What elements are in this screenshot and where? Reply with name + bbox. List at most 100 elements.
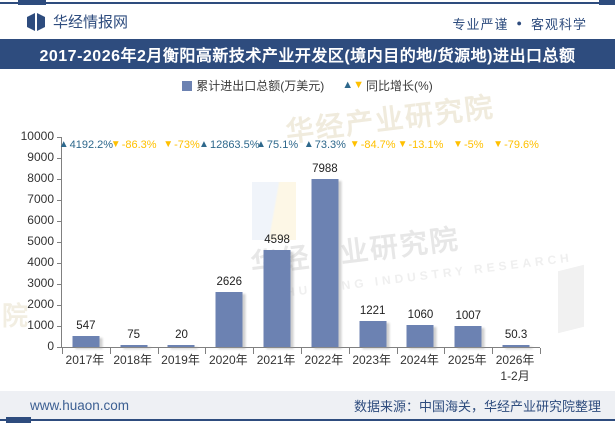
- growth-marker: ▼ -73%: [163, 139, 200, 151]
- x-axis-label-line: 2024年: [400, 353, 439, 367]
- bar: [167, 345, 195, 347]
- x-axis-tick-mark: [492, 348, 494, 354]
- up-triangle-icon: ▲: [256, 139, 266, 150]
- website-link[interactable]: www.huaon.com: [30, 397, 130, 413]
- y-axis-tick-mark: [57, 221, 61, 222]
- legend-growth-label: 同比增长(%): [366, 79, 433, 93]
- y-axis-tick-label: 0: [47, 339, 54, 353]
- bar: [359, 321, 387, 347]
- x-axis-tick-mark: [62, 348, 63, 354]
- y-axis-tick-mark: [57, 137, 61, 138]
- brand-name: 华经情报网: [53, 14, 129, 31]
- chart-column: ▼ -79.6% 50.3: [492, 137, 540, 347]
- y-axis-tick-mark: [57, 326, 61, 327]
- growth-marker: ▲ 12863.5%: [199, 139, 259, 151]
- chart-column: ▲ 4192.2% 547: [59, 137, 113, 347]
- top-border-accent-left: [18, 0, 46, 5]
- x-axis-label: 2026年 1-2月: [491, 353, 539, 384]
- y-axis-tick-label: 10000: [20, 129, 54, 143]
- x-axis-label-line: 2025年: [447, 353, 487, 367]
- up-triangle-icon: ▲: [58, 139, 69, 150]
- y-axis-tick-label: 2000: [27, 297, 54, 311]
- growth-marker: ▲ 75.1%: [256, 139, 298, 151]
- growth-marker: ▲ 73.3%: [304, 139, 346, 151]
- bar: [263, 250, 291, 347]
- growth-value-label: -13.1%: [408, 139, 444, 151]
- x-axis-tick-mark: [444, 348, 446, 354]
- chart-column: ▼ -73% 20: [158, 137, 206, 347]
- chart-column: ▼ -84.7% 1221: [349, 137, 397, 347]
- y-axis-tick-mark: [57, 263, 61, 264]
- x-axis-tick-mark: [396, 348, 398, 354]
- growth-value-label: -86.3%: [121, 139, 157, 151]
- tagline-right: 客观科学: [530, 17, 587, 32]
- x-axis-label-line: 2023年: [352, 353, 392, 367]
- down-triangle-icon: ▼: [397, 139, 408, 150]
- x-axis-tick-mark: [348, 348, 350, 354]
- x-axis-label: 2021年: [252, 353, 300, 384]
- y-axis-tick-label: 5000: [27, 234, 54, 248]
- x-axis-label-line: 2020年: [208, 353, 248, 367]
- bar-value-label: 547: [76, 319, 96, 332]
- y-axis-tick-label: 4000: [27, 255, 54, 269]
- bar: [120, 345, 148, 347]
- y-axis-tick-mark: [57, 305, 61, 306]
- x-axis-label-line: 2022年: [304, 353, 344, 367]
- x-axis-label: 2024年: [396, 353, 444, 384]
- bar-value-label: 1060: [407, 308, 434, 321]
- bar-value-label: 20: [175, 329, 188, 341]
- x-axis-tick-mark: [301, 348, 302, 354]
- down-triangle-icon: ▼: [493, 139, 504, 150]
- top-border-accent-right: [599, 0, 615, 5]
- legend-item-growth: ▲ ▼ 同比增长(%): [342, 77, 432, 94]
- growth-marker: ▲ 4192.2%: [59, 139, 113, 151]
- growth-value-label: -5%: [463, 139, 484, 151]
- bar: [311, 179, 339, 347]
- legend-bar-swatch-icon: [182, 80, 193, 91]
- bar-value-label: 1221: [359, 305, 386, 318]
- x-axis-label: 2017年: [61, 353, 109, 384]
- x-axis-tick-mark: [109, 348, 111, 354]
- x-axis-tick-mark: [157, 348, 159, 354]
- y-axis-tick-mark: [57, 158, 61, 159]
- bullet-icon: ●: [516, 18, 523, 28]
- y-axis-tick-label: 1000: [27, 318, 54, 332]
- y-axis-tick-label: 7000: [27, 192, 54, 206]
- x-axis-label-line: 2017年: [65, 353, 105, 367]
- watermark-ribbon: [558, 264, 584, 334]
- bar: [215, 291, 243, 347]
- x-axis-label: 2022年: [300, 353, 348, 384]
- bar-value-label: 7988: [312, 163, 338, 176]
- y-axis-tick-label: 6000: [27, 213, 54, 227]
- x-axis-tick-mark: [205, 348, 207, 354]
- growth-value-label: 75.1%: [266, 139, 299, 151]
- y-axis-tick-label: 8000: [27, 171, 54, 185]
- plot-area: ▲ 4192.2% 547 ▼ -86.3% 75 ▼ -73% 20 ▲ 12863.5% 2626…: [59, 137, 541, 354]
- chart-title: 2017-2026年2月衡阳高新技术产业开发区(境内目的地/货源地)进出口总额: [39, 48, 576, 65]
- bar-value-label: 75: [127, 329, 141, 341]
- chart-column: ▲ 73.3% 7988: [301, 137, 349, 347]
- legend-down-triangle-icon: ▼: [353, 79, 365, 91]
- x-axis-label-line: 2018年: [113, 353, 153, 367]
- legend-up-triangle-icon: ▲: [342, 79, 354, 91]
- x-axis-label: 2018年: [109, 353, 157, 384]
- growth-value-label: -79.6%: [504, 139, 539, 151]
- footer: www.huaon.com 数据来源：中国海关，华经产业研究院整理: [0, 391, 615, 419]
- x-axis-labels: 2017年 2018年 2019年 2020年 2021年 2022年 2023年 2024年…: [61, 353, 539, 384]
- bar: [72, 335, 100, 347]
- legend-item-bar: 累计进出口总额(万美元): [182, 77, 324, 94]
- top-border-line: [0, 2, 615, 4]
- chart-column: ▼ -86.3% 75: [110, 137, 158, 347]
- x-axis-label: 2025年: [443, 353, 491, 384]
- brand-logo-icon: [27, 12, 46, 31]
- growth-marker: ▼ -86.3%: [111, 139, 157, 151]
- legend: 累计进出口总额(万美元) ▲ ▼ 同比增长(%): [0, 77, 615, 94]
- watermark-logo: [252, 182, 296, 240]
- y-axis-tick-mark: [57, 242, 61, 243]
- up-triangle-icon: ▲: [303, 139, 314, 150]
- up-triangle-icon: ▲: [199, 139, 209, 150]
- y-axis-tick-label: 9000: [27, 150, 54, 164]
- bar-value-label: 50.3: [504, 329, 528, 341]
- x-axis-label: 2019年: [157, 353, 205, 384]
